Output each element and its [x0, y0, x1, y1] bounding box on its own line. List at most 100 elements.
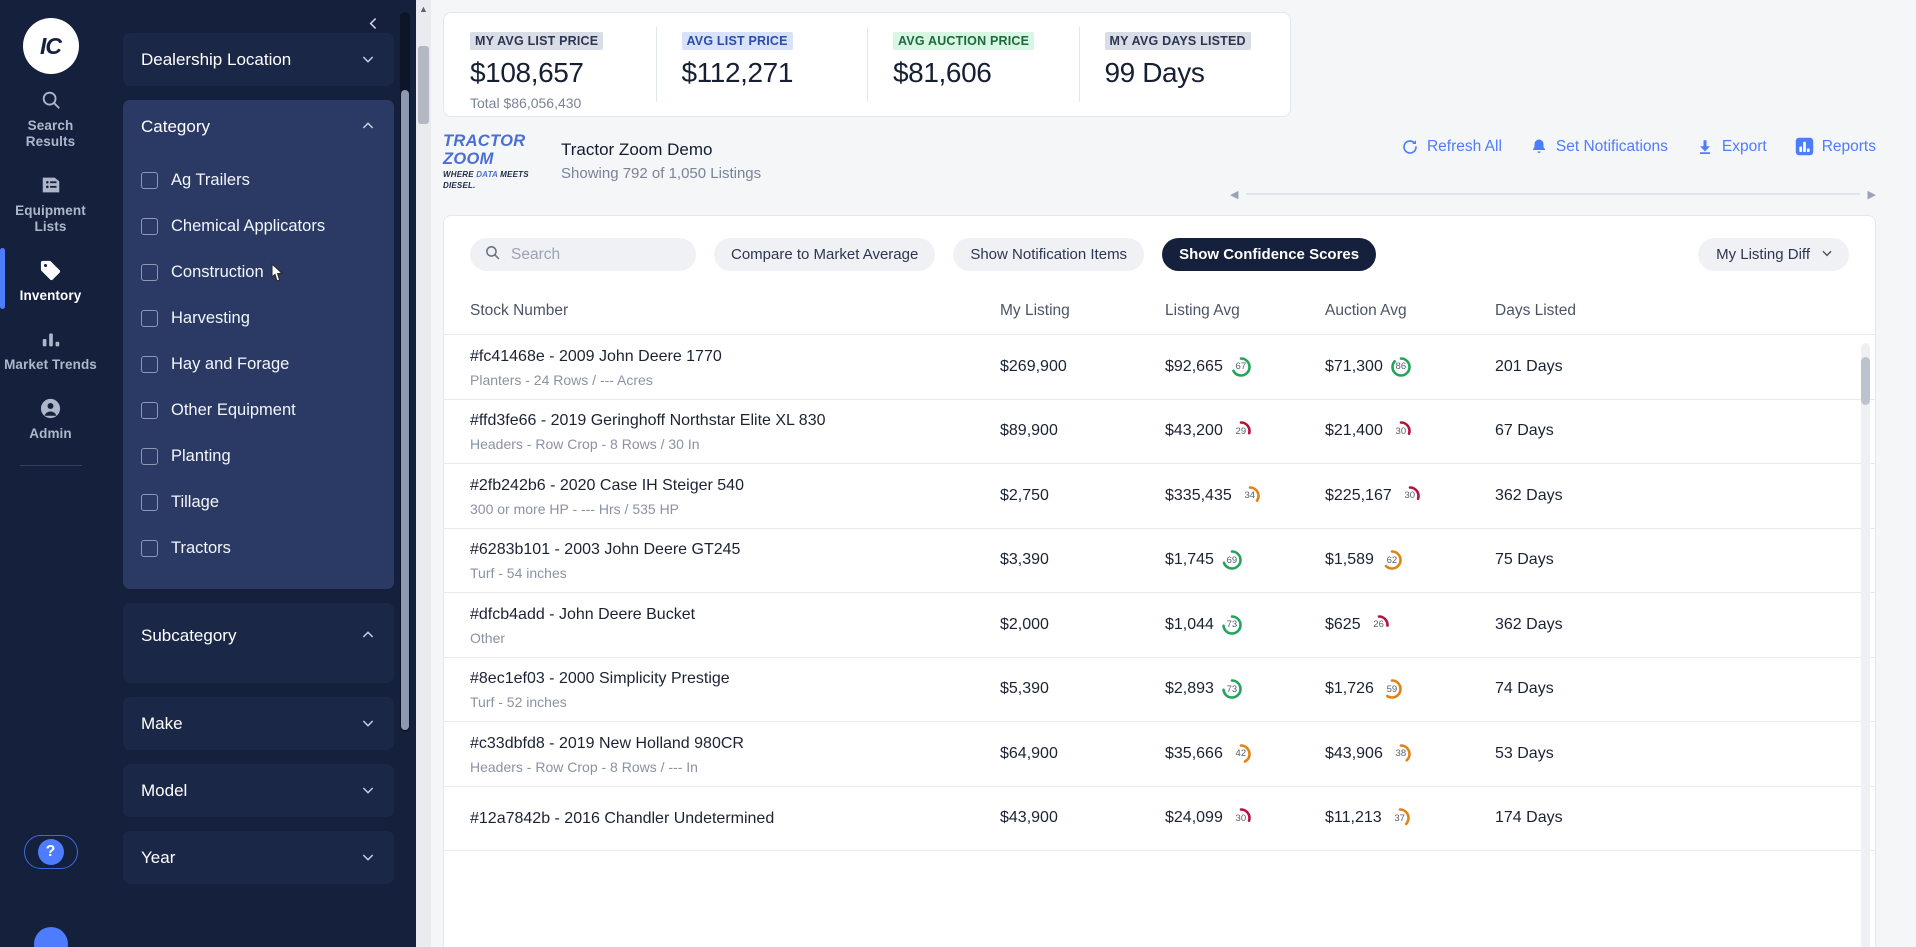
column-header-days-listed[interactable]: Days Listed [1495, 301, 1576, 319]
column-header-my-listing[interactable]: My Listing [1000, 301, 1070, 319]
table-row[interactable]: #12a7842b - 2016 Chandler Undetermined $4… [444, 787, 1875, 851]
row-my-listing: $64,900 [1000, 744, 1058, 762]
reports-button[interactable]: Reports [1795, 137, 1876, 156]
table-row[interactable]: #8ec1ef03 - 2000 Simplicity Prestige Turf… [444, 658, 1875, 722]
nav-item-inventory[interactable]: Inventory [0, 244, 101, 313]
toolbar-label: Export [1721, 137, 1767, 155]
filter-group-header[interactable]: Year [141, 831, 376, 884]
filter-group-model[interactable]: Model [123, 764, 394, 817]
filter-group-make[interactable]: Make [123, 697, 394, 750]
search-input[interactable] [511, 245, 682, 264]
row-auction-avg: $1,589 [1325, 551, 1374, 569]
confidence-score-badge: 30 [1390, 420, 1412, 442]
checkbox-icon[interactable] [141, 263, 158, 281]
row-detail: Turf - 54 inches [470, 565, 567, 582]
filter-panel-scrollbar[interactable] [400, 12, 410, 732]
table-scrollbar[interactable] [1861, 343, 1870, 947]
filter-option-label: Construction [171, 262, 264, 281]
filter-option-harvesting[interactable]: Harvesting [141, 295, 376, 341]
primary-nav-rail: IC Search Results Equipment Lists [0, 0, 101, 947]
bar-chart-icon [1795, 137, 1814, 156]
nav-item-equipment-lists[interactable]: Equipment Lists [0, 159, 101, 244]
nav-label: Equipment Lists [15, 203, 86, 234]
nav-item-search-results[interactable]: Search Results [0, 74, 101, 159]
toolbar-label: Refresh All [1426, 137, 1502, 155]
filter-group-dealership-location[interactable]: Dealership Location [123, 33, 394, 86]
dealer-name: Tractor Zoom Demo [561, 140, 713, 159]
checkbox-icon[interactable] [141, 401, 158, 419]
filter-option-construction[interactable]: Construction [141, 249, 376, 295]
filter-option-chemical-applicators[interactable]: Chemical Applicators [141, 203, 376, 249]
help-button[interactable]: ? [23, 835, 78, 869]
checkbox-icon[interactable] [141, 493, 158, 511]
checkbox-icon[interactable] [141, 217, 158, 235]
filter-option-tillage[interactable]: Tillage [141, 479, 376, 525]
refresh-all-button[interactable]: Refresh All [1401, 138, 1502, 156]
column-header-listing-avg[interactable]: Listing Avg [1165, 301, 1240, 319]
row-my-listing: $269,900 [1000, 357, 1067, 375]
row-days-listed: 362 Days [1495, 486, 1563, 504]
scrollbar-thumb[interactable] [401, 90, 409, 730]
scroll-right-arrow[interactable]: ▶ [1867, 188, 1876, 201]
filter-group-header[interactable]: Model [141, 764, 376, 817]
filter-option-tractors[interactable]: Tractors [141, 525, 376, 571]
collapse-filters-button[interactable] [360, 10, 386, 36]
toolbar-label: Set Notifications [1555, 137, 1668, 155]
filter-option-label: Chemical Applicators [171, 216, 326, 235]
page-scrollbar[interactable]: ▲ [416, 0, 431, 947]
checkbox-icon[interactable] [141, 539, 158, 557]
scrollbar-thumb[interactable] [1861, 357, 1870, 405]
filter-group-subcategory[interactable]: Subcategory [123, 603, 394, 683]
chat-bubble-icon[interactable] [33, 927, 68, 947]
table-row[interactable]: #fc41468e - 2009 John Deere 1770 Planters… [444, 335, 1875, 400]
filter-group-header[interactable]: Subcategory [141, 603, 376, 669]
row-auction-avg: $1,726 [1325, 680, 1374, 698]
compare-to-market-average-button[interactable]: Compare to Market Average [714, 238, 936, 271]
checkbox-icon[interactable] [141, 171, 158, 189]
nav-item-market-trends[interactable]: Market Trends [0, 313, 101, 382]
checkbox-icon[interactable] [141, 447, 158, 465]
confidence-score-value: 73 [1226, 683, 1238, 695]
my-listing-diff-dropdown[interactable]: My Listing Diff [1698, 238, 1849, 271]
table-row[interactable]: #c33dbfd8 - 2019 New Holland 980CR Header… [444, 722, 1875, 787]
scroll-up-arrow[interactable]: ▲ [419, 4, 428, 14]
filter-option-hay-and-forage[interactable]: Hay and Forage [141, 341, 376, 387]
export-button[interactable]: Export [1696, 138, 1767, 156]
set-notifications-button[interactable]: Set Notifications [1530, 138, 1668, 156]
search-box[interactable] [470, 238, 696, 271]
filter-option-ag-trailers[interactable]: Ag Trailers [141, 157, 376, 203]
filter-option-label: Harvesting [171, 308, 250, 327]
table-row[interactable]: #ffd3fe66 - 2019 Geringhoff Northstar El… [444, 400, 1875, 464]
mouse-cursor [267, 262, 287, 286]
column-header-stock-number[interactable]: Stock Number [470, 301, 569, 319]
filter-group-category[interactable]: Category Ag Trailers Chemical Applicator… [123, 100, 394, 589]
nav-divider [19, 465, 82, 466]
table-row[interactable]: #6283b101 - 2003 John Deere GT245 Turf - … [444, 529, 1875, 593]
row-auction-avg: $43,906 [1325, 744, 1383, 762]
filter-panel: Dealership Location Category Ag Trailers [101, 0, 416, 947]
horizontal-scrollbar[interactable]: ◀ ▶ [1230, 187, 1876, 201]
confidence-score-badge: 29 [1230, 420, 1252, 442]
row-auction-avg: $71,300 [1325, 357, 1383, 375]
scroll-left-arrow[interactable]: ◀ [1230, 188, 1239, 201]
show-confidence-scores-button[interactable]: Show Confidence Scores [1162, 238, 1377, 271]
filter-group-header[interactable]: Dealership Location [141, 33, 376, 86]
filter-group-year[interactable]: Year [123, 831, 394, 884]
table-row[interactable]: #dfcb4add - John Deere Bucket Other $2,000… [444, 593, 1875, 658]
scrollbar-track[interactable] [1246, 193, 1860, 195]
checkbox-icon[interactable] [141, 355, 158, 373]
scrollbar-thumb[interactable] [418, 46, 429, 124]
table-row[interactable]: #2fb242b6 - 2020 Case IH Steiger 540 300 … [444, 464, 1875, 529]
filter-option-other-equipment[interactable]: Other Equipment [141, 387, 376, 433]
confidence-score-value: 37 [1394, 812, 1405, 824]
filter-option-planting[interactable]: Planting [141, 433, 376, 479]
checkbox-icon[interactable] [141, 309, 158, 327]
header-toolbar: Refresh All Set Notifications [1401, 137, 1876, 156]
filter-group-header[interactable]: Category [141, 100, 376, 153]
filter-group-header[interactable]: Make [141, 697, 376, 750]
stat-avg-list-price: AVG LIST PRICE $112,271 [655, 13, 868, 116]
nav-item-admin[interactable]: Admin [0, 382, 101, 451]
show-notification-items-button[interactable]: Show Notification Items [953, 238, 1145, 271]
row-stock-number: #fc41468e - 2009 John Deere 1770 [470, 347, 722, 365]
column-header-auction-avg[interactable]: Auction Avg [1325, 301, 1407, 319]
